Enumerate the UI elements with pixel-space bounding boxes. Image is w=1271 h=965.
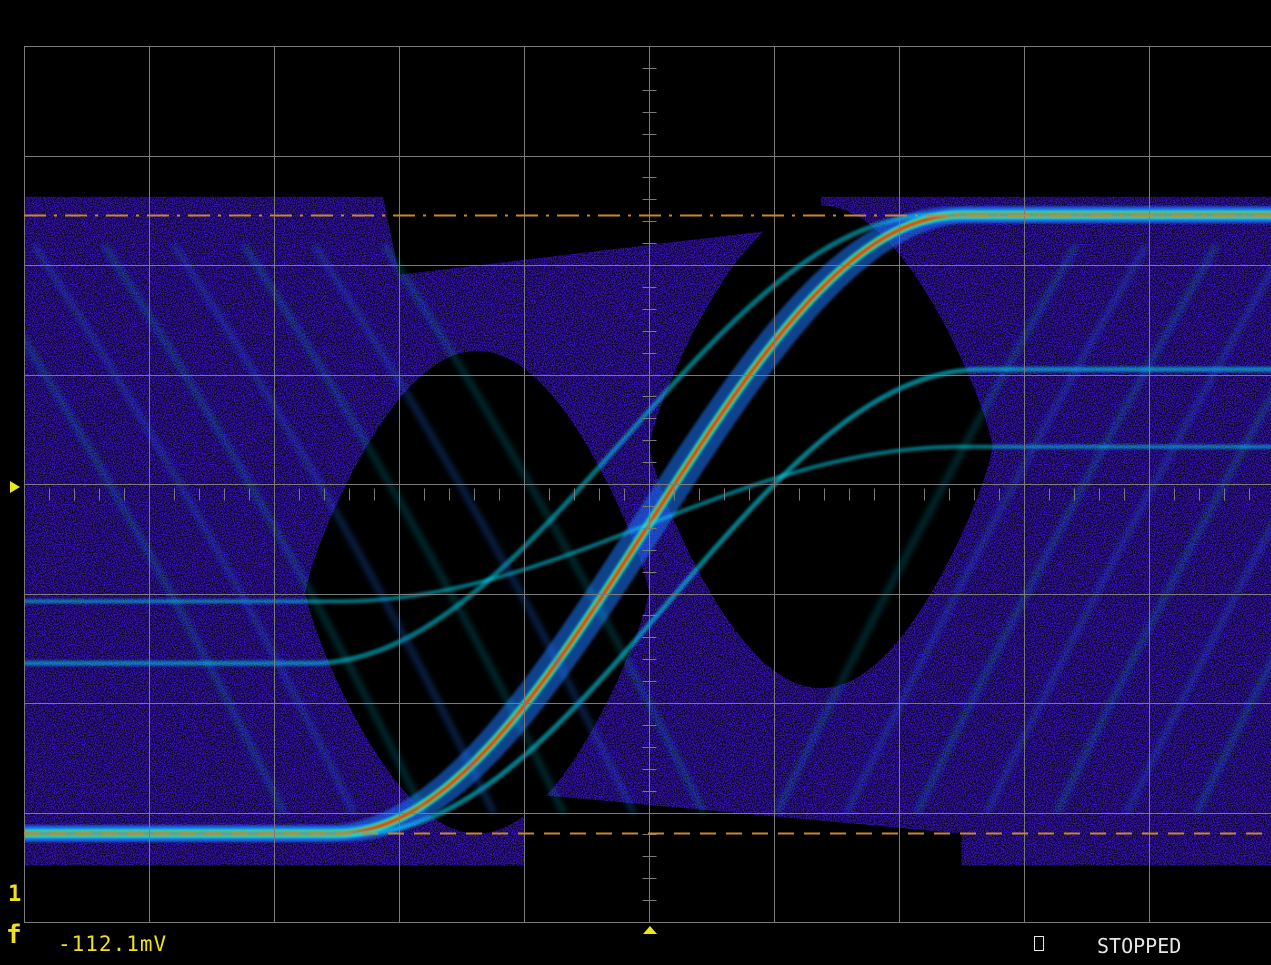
channel-number-label: 1: [8, 882, 22, 907]
transition-traces: [24, 206, 1271, 842]
run-state-label[interactable]: STOPPED: [1097, 934, 1182, 958]
level-cursors: [24, 214, 1271, 835]
trigger-slope-icon: f: [6, 920, 22, 950]
run-state-indicator-icon[interactable]: [1034, 936, 1044, 951]
graticule-grid: [24, 46, 1271, 923]
ground-marker[interactable]: [10, 481, 20, 493]
trigger-level-readout: -112.1mV: [58, 932, 168, 956]
persistence-cloud: [24, 46, 1271, 922]
trigger-position-marker[interactable]: [643, 926, 657, 934]
